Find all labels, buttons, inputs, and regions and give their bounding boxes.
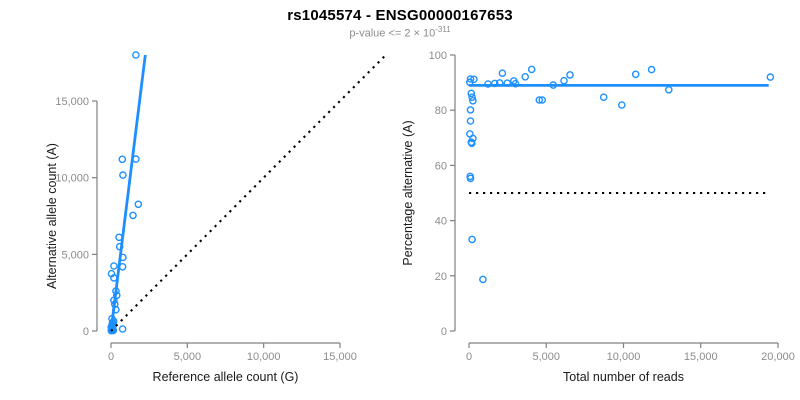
data-point: [118, 325, 127, 333]
data-point: [129, 211, 137, 220]
regression-line: [109, 54, 147, 332]
x-tick-label: 0: [466, 351, 472, 363]
y-tick-label: 60: [435, 160, 447, 172]
data-point: [560, 76, 568, 85]
left-points: [107, 51, 143, 335]
data-point: [469, 97, 477, 105]
left-y-axis-label: Alternative allele count (A): [45, 143, 59, 289]
data-point: [538, 96, 547, 104]
y-tick-label: 0: [441, 326, 447, 338]
data-point: [119, 171, 127, 179]
data-point: [466, 75, 475, 83]
data-point: [566, 71, 574, 79]
y-tick-label: 40: [435, 216, 447, 228]
right-y-axis-label: Percentage alternative (A): [401, 120, 415, 265]
data-point: [466, 106, 475, 114]
y-tick-label: 100: [429, 50, 447, 62]
data-point: [467, 89, 476, 98]
right-x-axis-label: Total number of reads: [563, 370, 684, 384]
data-point: [467, 139, 476, 148]
data-point: [665, 86, 673, 94]
data-point: [466, 117, 475, 125]
x-tick-label: 20,000: [761, 351, 795, 363]
data-point: [618, 101, 626, 109]
y-tick-label: 80: [435, 105, 447, 117]
x-tick-label: 0: [108, 351, 114, 363]
y-tick-label: 5,000: [61, 249, 89, 261]
data-point: [647, 65, 656, 74]
data-point: [631, 70, 640, 79]
y-tick-label: 0: [83, 326, 89, 338]
y-tick-label: 10,000: [55, 173, 89, 185]
data-point: [110, 262, 118, 270]
pvalue-exponent: -311: [435, 25, 451, 34]
left-x-axis-label: Reference allele count (G): [153, 370, 299, 384]
data-point: [766, 73, 775, 81]
data-point: [468, 235, 476, 244]
x-tick-label: 15,000: [323, 351, 357, 363]
left-plot: 0 5,000 10,000 15,000 0 5,000 10,000 15,000 Refe…: [45, 51, 387, 384]
x-tick-label: 15,000: [684, 351, 718, 363]
y-tick-label: 15,000: [55, 96, 89, 108]
data-point: [527, 65, 536, 74]
pvalue-text: p-value <= 2 × 10: [349, 27, 436, 40]
data-point: [468, 93, 476, 101]
plot-subtitle: p-value <= 2 × 10-311: [0, 25, 800, 40]
x-tick-label: 10,000: [607, 351, 641, 363]
x-tick-label: 5,000: [532, 351, 560, 363]
identity-line: [110, 54, 387, 332]
x-tick-label: 10,000: [247, 351, 281, 363]
data-point: [469, 134, 477, 143]
data-point: [466, 174, 475, 183]
data-point: [521, 73, 530, 81]
x-tick-label: 5,000: [174, 351, 202, 363]
right-plot: 0 20 40 60 80 100 0 5,000 10,000 15,000 20,000 Tota…: [401, 50, 795, 384]
data-point: [535, 96, 544, 104]
data-point: [498, 69, 507, 77]
y-tick-label: 20: [435, 271, 447, 283]
data-point: [118, 155, 127, 164]
data-point: [134, 200, 143, 209]
data-point: [479, 275, 487, 284]
plot-title: rs1045574 - ENSG00000167653: [287, 7, 513, 24]
data-point: [470, 75, 478, 84]
data-point: [132, 51, 140, 59]
data-point: [599, 93, 608, 101]
right-points: [465, 65, 775, 284]
